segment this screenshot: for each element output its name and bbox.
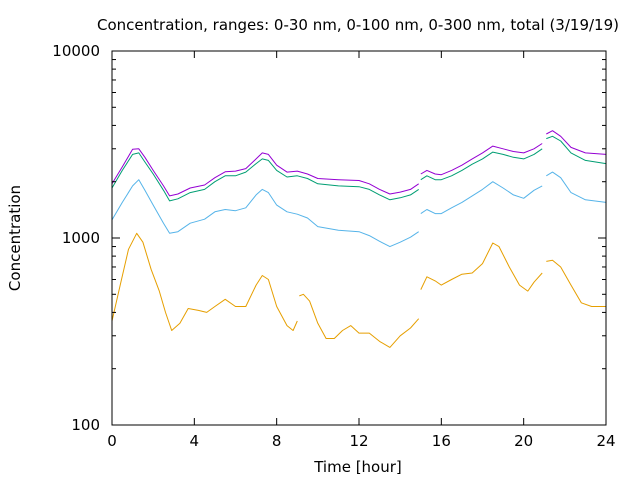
x-tick-label: 20 bbox=[514, 432, 533, 450]
series-line-segment bbox=[546, 171, 607, 203]
chart-title: Concentration, ranges: 0-30 nm, 0-100 nm… bbox=[97, 16, 619, 34]
x-tick-label: 24 bbox=[596, 432, 615, 450]
series-layer bbox=[111, 130, 607, 348]
y-tick-label: 10000 bbox=[52, 42, 100, 60]
series-3 bbox=[111, 171, 607, 248]
y-tick-label: 100 bbox=[71, 416, 100, 434]
series-line-segment bbox=[420, 148, 543, 181]
series-line-segment bbox=[420, 143, 543, 176]
x-tick-label: 0 bbox=[107, 432, 117, 450]
series-line-segment bbox=[420, 242, 543, 292]
series-line-segment bbox=[111, 152, 419, 202]
x-axis-title: Time [hour] bbox=[313, 458, 402, 476]
series-line-segment bbox=[299, 293, 420, 348]
series-line-segment bbox=[546, 130, 607, 155]
series-line-segment bbox=[420, 181, 543, 215]
x-axis: 0 4 8 12 16 20 24 bbox=[107, 51, 616, 450]
series-line-segment bbox=[111, 148, 419, 197]
x-tick-label: 12 bbox=[349, 432, 368, 450]
y-axis-title: Concentration bbox=[6, 185, 24, 291]
series-1 bbox=[111, 130, 607, 197]
y-axis: 100 1000 10000 bbox=[52, 42, 606, 434]
y-tick-label: 1000 bbox=[62, 229, 100, 247]
plot-frame bbox=[111, 50, 607, 426]
x-tick-label: 8 bbox=[272, 432, 282, 450]
series-line-segment bbox=[111, 232, 298, 331]
x-tick-label: 4 bbox=[190, 432, 200, 450]
series-4 bbox=[111, 232, 606, 348]
x-tick-label: 16 bbox=[432, 432, 451, 450]
series-line-segment bbox=[546, 135, 607, 165]
series-line-segment bbox=[111, 179, 419, 248]
series-2 bbox=[111, 135, 607, 202]
series-line-segment bbox=[546, 259, 606, 307]
